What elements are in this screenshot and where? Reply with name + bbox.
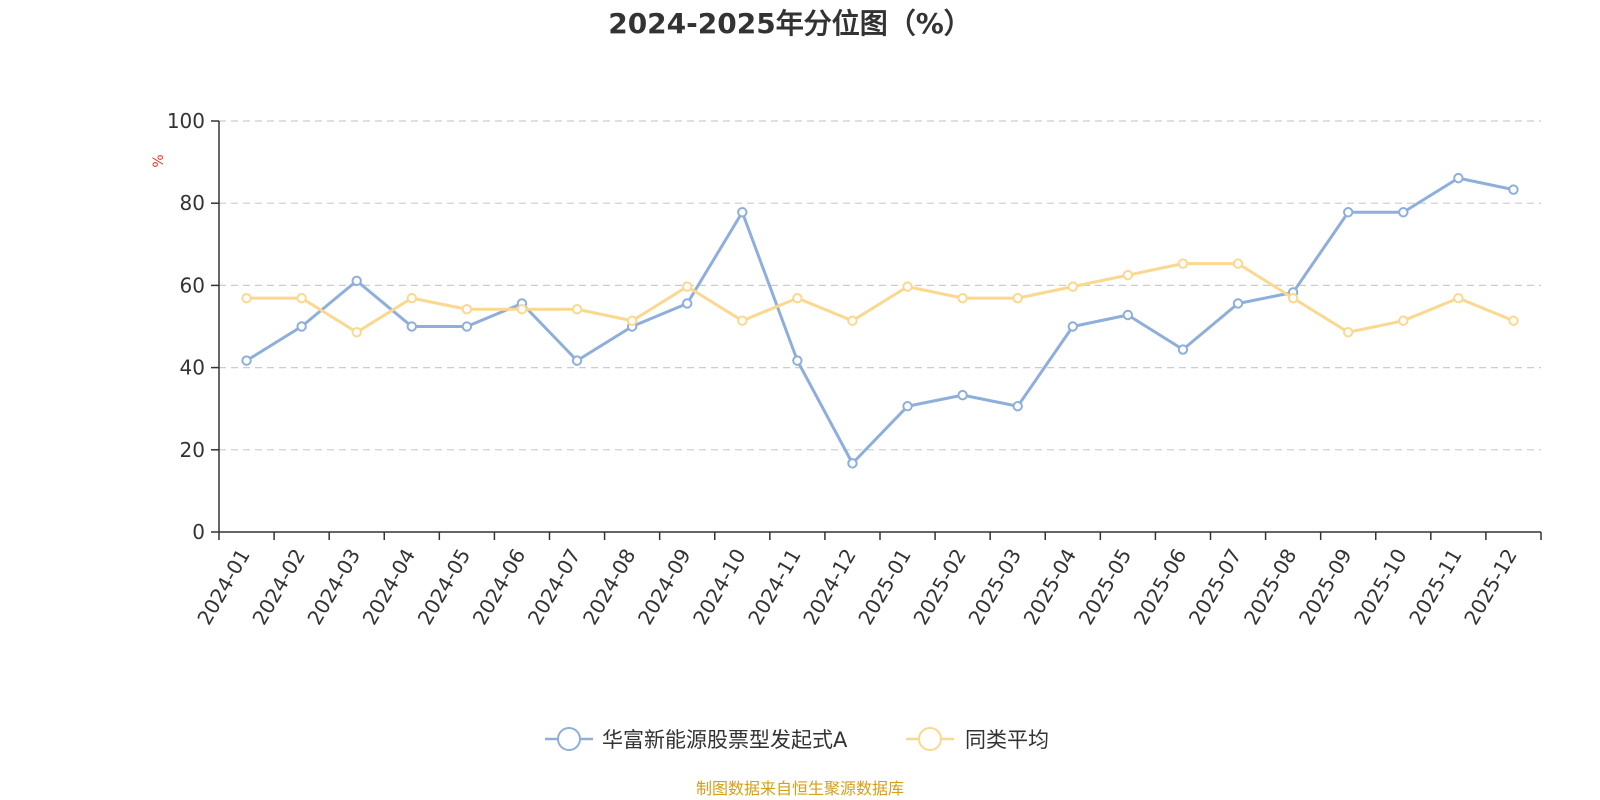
x-tick-label: 2025-10: [1349, 545, 1412, 629]
series-1: [241, 172, 1519, 469]
legend-label: 同类平均: [965, 728, 1049, 752]
x-tick-label: 2024-09: [633, 545, 696, 629]
x-tick-label: 2024-10: [688, 545, 751, 629]
data-point: [902, 401, 913, 412]
x-tick-label: 2024-05: [413, 545, 476, 629]
y-tick-label: 60: [180, 273, 205, 297]
series-2: [241, 258, 1519, 338]
data-point: [737, 315, 748, 326]
axes: 0 20 40 60 80 100 2024-012024-022024-032024-04…: [167, 109, 1542, 629]
x-tick-label: 2024-07: [523, 545, 586, 629]
data-point: [682, 281, 693, 292]
series-line: [245, 176, 1514, 465]
data-point: [902, 281, 913, 292]
data-point: [461, 321, 473, 332]
data-point: [1177, 344, 1189, 355]
data-point: [1343, 207, 1354, 218]
data-point: [682, 298, 693, 309]
x-tick-label: 2025-08: [1239, 545, 1302, 629]
legend[interactable]: 华富新能源股票型发起式A 同类平均: [545, 727, 1049, 752]
data-point: [461, 304, 473, 315]
data-point: [571, 355, 583, 366]
chart-title: 2024-2025年分位图（%）: [608, 7, 972, 40]
x-tick-label: 2024-06: [468, 545, 531, 629]
data-point: [351, 327, 362, 338]
data-point: [406, 292, 417, 304]
x-tick-label: 2025-11: [1404, 545, 1467, 629]
data-point: [1398, 207, 1409, 218]
series-layer: [241, 172, 1519, 469]
data-point: [296, 292, 307, 304]
data-point: [571, 304, 583, 315]
legend-item-2[interactable]: 同类平均: [906, 727, 1049, 752]
x-tick-label: 2024-12: [798, 545, 861, 629]
x-tick-label: 2024-01: [192, 545, 255, 629]
x-tick-label: 2025-09: [1294, 545, 1357, 629]
data-point: [241, 355, 252, 366]
x-tick-label: 2025-06: [1129, 545, 1192, 629]
legend-marker: [918, 727, 942, 751]
data-point: [1232, 258, 1244, 269]
data-point: [1232, 298, 1244, 309]
x-tick-label: 2025-04: [1019, 545, 1082, 629]
data-point: [1398, 315, 1409, 326]
y-tick-label: 80: [180, 191, 205, 215]
data-point: [792, 355, 803, 366]
y-tick-label: 0: [192, 520, 205, 544]
data-point: [957, 292, 968, 304]
data-point: [1067, 321, 1078, 332]
data-point: [1122, 309, 1134, 321]
x-tick-label: 2024-11: [743, 545, 806, 629]
data-point: [296, 321, 307, 332]
legend-item-1[interactable]: 华富新能源股票型发起式A: [545, 727, 848, 752]
data-point: [1067, 281, 1078, 292]
x-tick-label: 2025-05: [1074, 545, 1137, 629]
data-point: [847, 458, 858, 469]
x-tick-label: 2025-12: [1459, 545, 1522, 629]
data-point: [626, 315, 638, 326]
source-note: 制图数据来自恒生聚源数据库: [696, 779, 904, 798]
data-point: [1453, 292, 1464, 304]
data-point: [1508, 184, 1519, 195]
data-point: [1012, 292, 1023, 304]
y-tick-label: 40: [180, 356, 205, 380]
legend-label: 华富新能源股票型发起式A: [602, 728, 848, 752]
data-point: [1287, 292, 1299, 304]
x-tick-label: 2024-04: [358, 545, 421, 629]
grid-lines: [219, 120, 1541, 451]
data-point: [1122, 269, 1134, 281]
data-point: [737, 207, 748, 218]
x-tick-label: 2024-03: [302, 545, 365, 629]
data-point: [406, 321, 417, 332]
x-tick-label: 2025-07: [1184, 545, 1247, 629]
data-point: [351, 275, 362, 287]
data-point: [847, 315, 858, 326]
y-tick-label: 20: [180, 438, 205, 462]
data-point: [957, 389, 968, 401]
legend-marker: [557, 727, 581, 751]
data-point: [1508, 315, 1519, 326]
data-point: [1012, 401, 1023, 412]
x-tick-label: 2024-02: [247, 545, 310, 629]
y-tick-label: 100: [167, 109, 205, 133]
data-point: [1177, 258, 1189, 269]
data-point: [792, 292, 803, 304]
data-point: [1453, 172, 1464, 184]
x-tick-label: 2025-02: [908, 545, 971, 629]
x-tick-label: 2025-03: [963, 545, 1026, 629]
data-point: [1343, 327, 1354, 338]
x-tick-label: 2025-01: [853, 545, 916, 629]
data-point: [241, 292, 252, 304]
data-point: [516, 304, 528, 315]
series-line: [246, 262, 1515, 334]
y-axis-unit: %: [151, 154, 167, 167]
x-tick-label: 2024-08: [578, 545, 641, 629]
